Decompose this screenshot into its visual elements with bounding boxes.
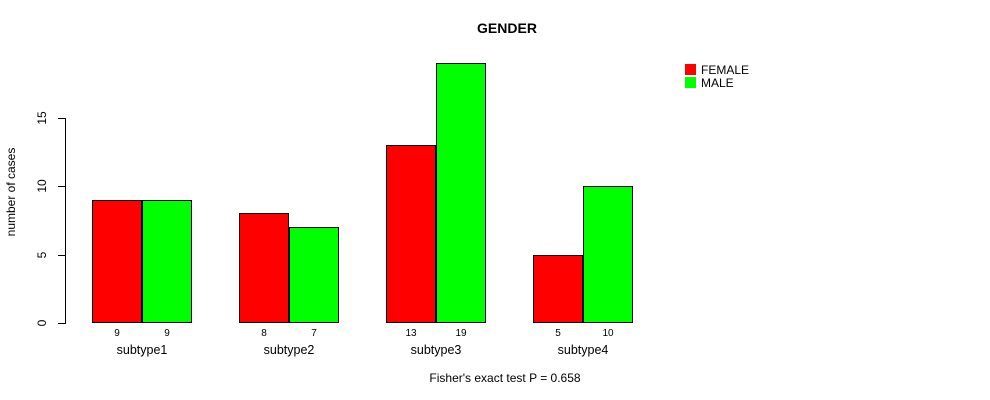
x-category-label: subtype3 xyxy=(410,343,462,357)
bar-female-subtype4 xyxy=(533,254,583,323)
y-axis-label: number of cases xyxy=(4,147,18,237)
y-tick xyxy=(58,323,65,324)
bar-value-label: 19 xyxy=(455,328,467,339)
y-tick-label: 5 xyxy=(35,251,49,258)
bar-male-subtype1 xyxy=(142,199,192,323)
legend-swatch-male-icon xyxy=(685,77,696,88)
bar-male-subtype3 xyxy=(436,62,486,323)
bar-value-label: 8 xyxy=(261,328,267,339)
y-tick-label: 15 xyxy=(35,110,49,125)
y-tick-label: 0 xyxy=(35,319,49,327)
legend: FEMALE MALE xyxy=(685,62,750,90)
bar-female-subtype3 xyxy=(386,144,436,323)
bar-male-subtype4 xyxy=(583,186,633,323)
bar-value-label: 9 xyxy=(114,328,120,339)
legend-row-female: FEMALE xyxy=(685,62,750,77)
legend-label-male: MALE xyxy=(701,75,734,90)
x-category-label: subtype1 xyxy=(116,343,168,357)
chart-title: GENDER xyxy=(477,20,537,36)
bar-value-label: 13 xyxy=(405,328,417,339)
y-tick xyxy=(58,186,65,187)
y-tick-label: 10 xyxy=(35,179,49,193)
bar-female-subtype1 xyxy=(92,199,142,323)
legend-swatch-female-icon xyxy=(685,64,696,75)
bar-value-label: 9 xyxy=(164,328,170,339)
x-category-label: subtype2 xyxy=(263,343,315,357)
y-tick xyxy=(58,254,65,256)
bar-male-subtype2 xyxy=(289,227,339,323)
legend-row-male: MALE xyxy=(685,75,749,90)
x-category-label: subtype4 xyxy=(557,343,609,357)
bar-value-label: 7 xyxy=(311,328,317,339)
annotation: Fisher's exact test P = 0.658 xyxy=(429,371,581,385)
bar-value-label: 5 xyxy=(555,328,561,339)
bar-value-label: 10 xyxy=(602,328,614,339)
y-tick xyxy=(58,117,65,119)
legend-label-female: FEMALE xyxy=(701,62,750,77)
bar-female-subtype2 xyxy=(239,213,289,323)
y-axis-line xyxy=(65,117,66,324)
